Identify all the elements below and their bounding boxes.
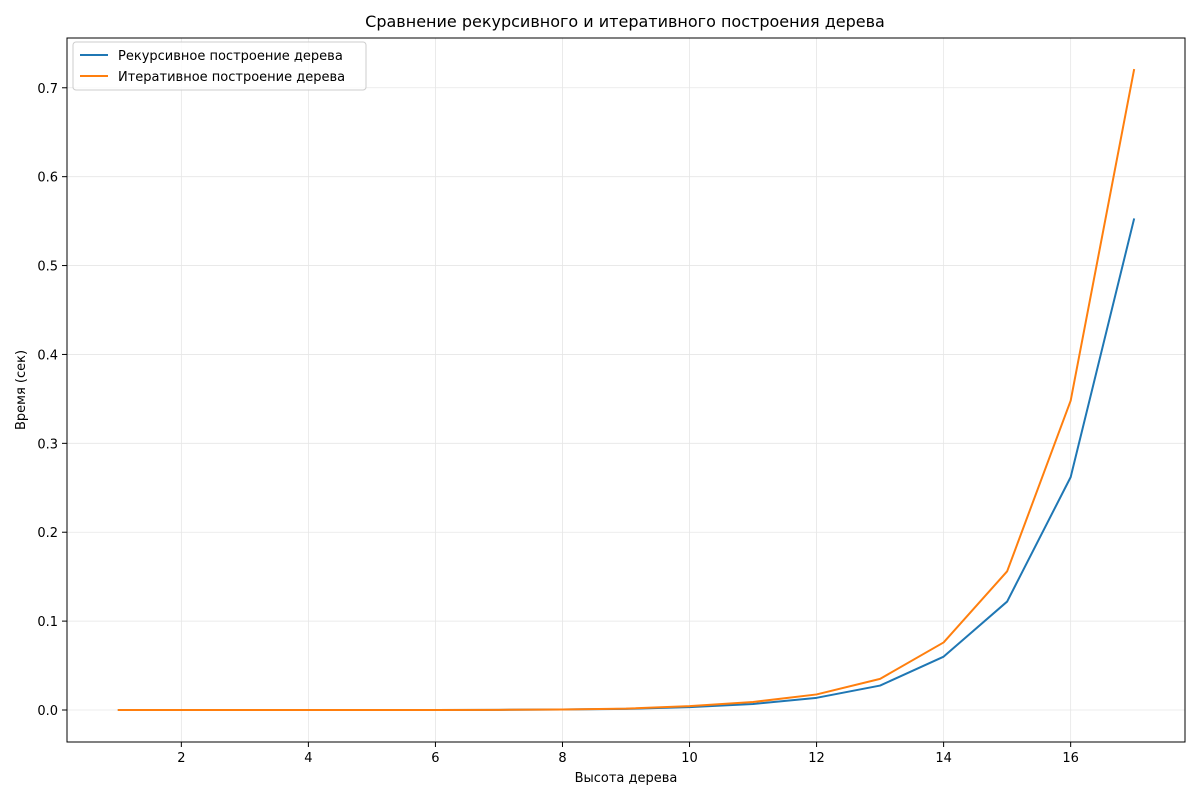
- series-line-iterative: [117, 68, 1136, 711]
- x-tick-label: 4: [304, 751, 312, 766]
- legend: Рекурсивное построение дерева Итеративно…: [72, 41, 367, 91]
- y-axis-label: Время (сек): [14, 350, 29, 430]
- x-tick-label: 8: [558, 751, 566, 766]
- x-axis: 2 4 6 8 10 12 14 16: [177, 742, 1079, 766]
- x-tick-label: 16: [1062, 751, 1079, 766]
- grid: [67, 38, 1185, 742]
- y-tick-label: 0.5: [37, 260, 58, 275]
- legend-label-recursive: Рекурсивное построение дерева: [118, 49, 343, 64]
- x-tick-label: 6: [431, 751, 439, 766]
- x-tick-label: 10: [681, 751, 698, 766]
- x-tick-label: 14: [935, 751, 952, 766]
- series-lines: [117, 68, 1136, 711]
- legend-box: [72, 41, 367, 91]
- legend-label-iterative: Итеративное построение дерева: [118, 70, 345, 85]
- x-tick-label: 2: [177, 751, 185, 766]
- x-axis-label: Высота дерева: [575, 771, 678, 786]
- y-tick-label: 0.2: [37, 526, 58, 541]
- x-tick-label: 12: [808, 751, 825, 766]
- plot-frame: [66, 37, 1186, 743]
- y-tick-label: 0.3: [37, 437, 58, 452]
- y-tick-label: 0.6: [37, 171, 58, 186]
- y-tick-label: 0.1: [37, 615, 58, 630]
- y-tick-label: 0.0: [37, 704, 58, 719]
- y-tick-label: 0.7: [37, 82, 58, 97]
- chart-title: Сравнение рекурсивного и итеративного по…: [365, 12, 885, 31]
- y-axis: 0.0 0.1 0.2 0.3 0.4 0.5 0.6 0.7: [37, 82, 67, 719]
- y-tick-label: 0.4: [37, 348, 58, 363]
